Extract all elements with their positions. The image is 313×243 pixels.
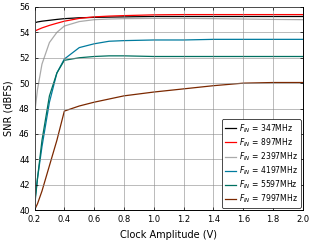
Y-axis label: SNR (dBFS): SNR (dBFS): [3, 81, 13, 136]
Legend: $F_{IN}$ = 347MHz, $F_{IN}$ = 897MHz, $F_{IN}$ = 2397MHz, $F_{IN}$ = 4197MHz, $F: $F_{IN}$ = 347MHz, $F_{IN}$ = 897MHz, $F…: [222, 119, 301, 208]
X-axis label: Clock Amplitude (V): Clock Amplitude (V): [120, 230, 217, 240]
